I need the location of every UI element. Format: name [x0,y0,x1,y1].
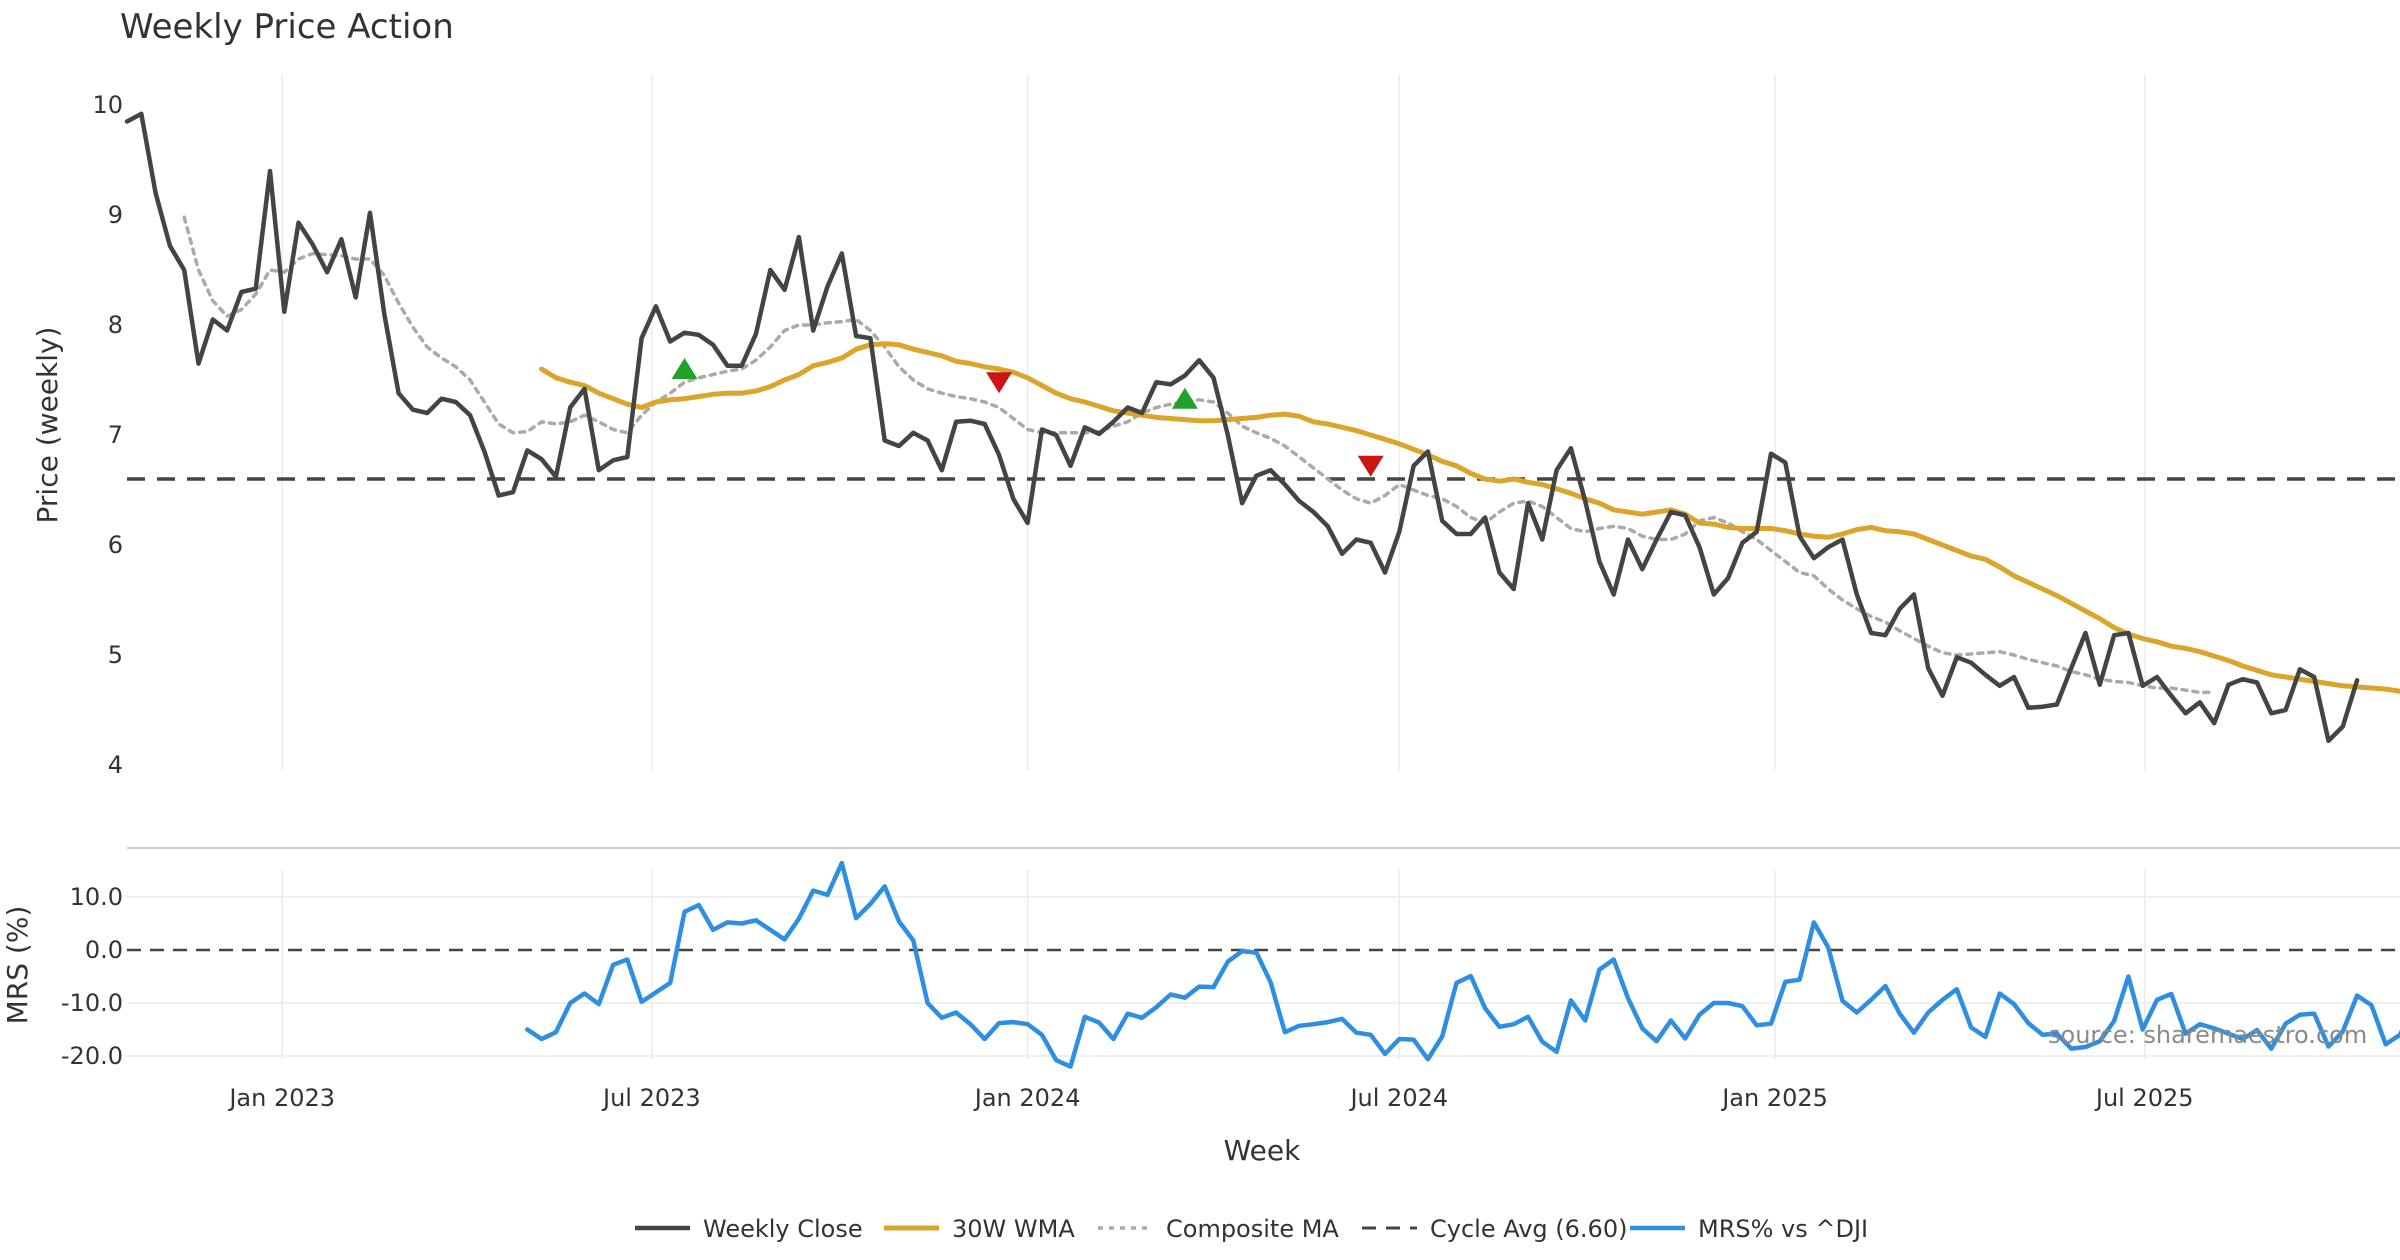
x-axis-label: Week [1224,1134,1301,1167]
mrs-y-tick-label: 0.0 [85,936,123,964]
price-panel: 4 5 6 7 8 9 10 [92,91,2400,779]
chart-title: Weekly Price Action [120,7,454,47]
x-tick-label: Jul 2025 [2094,1084,2194,1112]
x-tick-label: Jul 2023 [601,1084,701,1112]
sell-signal-marker [1357,455,1384,477]
price-axis-label: Price (weekly) [31,327,64,524]
price-y-tick-label: 5 [108,641,123,669]
x-tick-label: Jan 2025 [1720,1084,1828,1112]
legend-composite-ma-label: Composite MA [1166,1215,1339,1243]
mrs-y-tick-label: -20.0 [61,1042,123,1070]
price-y-tick-label: 6 [108,531,123,559]
sell-signal-marker [986,372,1013,394]
price-y-tick-label: 10 [92,91,123,119]
grid-layer [127,75,2400,1060]
x-tick-label: Jan 2024 [973,1084,1081,1112]
composite-ma-line [182,215,2216,695]
price-y-tick-label: 9 [108,201,123,229]
x-axis: Jan 2023 Jul 2023 Jan 2024 Jul 2024 Jan 2025… [227,1084,2193,1112]
legend-wma-30w-label: 30W WMA [952,1215,1075,1243]
source-watermark: source: sharemaestro.com [2048,1021,2367,1049]
mrs-axis-label: MRS (%) [1,906,34,1025]
mrs-line [525,860,2400,1069]
mrs-y-tick-label: -10.0 [61,989,123,1017]
price-y-tick-label: 7 [108,421,123,449]
legend-mrs-label: MRS% vs ^DJI [1698,1215,1868,1243]
mrs-y-tick-label: 10.0 [70,883,123,911]
legend: Weekly Close 30W WMA Composite MA Cycle Avg… [635,1215,1868,1243]
mrs-panel: -20.0 -10.0 0.0 10.0 [61,860,2400,1070]
wma-30w-line [539,341,2400,694]
price-y-tick-label: 4 [108,751,123,779]
legend-weekly-close-label: Weekly Close [703,1215,863,1243]
x-tick-label: Jul 2024 [1348,1084,1448,1112]
legend-cycle-avg-label: Cycle Avg (6.60) [1430,1215,1627,1243]
weekly-close-line [124,111,2360,744]
x-tick-label: Jan 2023 [227,1084,335,1112]
price-y-tick-label: 8 [108,311,123,339]
buy-signal-marker [1171,387,1198,409]
buy-signal-marker [671,358,698,379]
